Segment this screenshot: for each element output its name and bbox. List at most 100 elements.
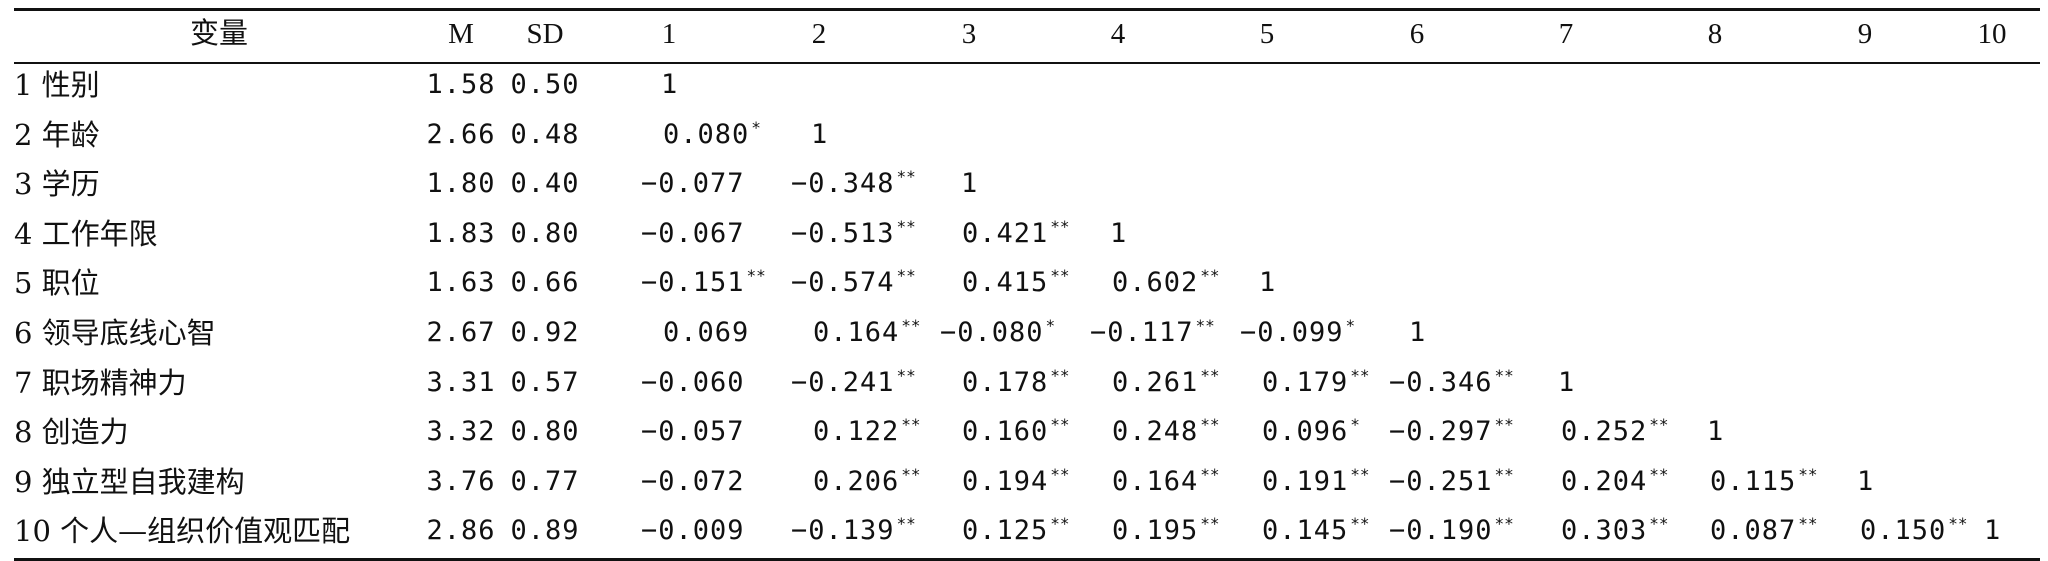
significance-marker: * — [1350, 415, 1360, 435]
row-sd: 0.66 — [510, 267, 580, 299]
header-col-1: 1 — [661, 18, 677, 50]
header-col-3: 3 — [961, 18, 977, 50]
correlation-cell: 1 — [1984, 514, 2001, 548]
correlation-value: 0.164 — [813, 317, 900, 348]
correlation-cell: 0.252 ** — [1561, 415, 1669, 449]
header-col-2: 2 — [811, 18, 827, 50]
correlation-value: −0.077 — [641, 168, 745, 200]
row-label: 7 职场精神力 — [14, 365, 187, 400]
header-col-7: 7 — [1558, 18, 1574, 50]
row-sd: 0.57 — [510, 366, 580, 398]
correlation-value: −0.151 — [641, 267, 745, 299]
row-label: 8 创造力 — [14, 415, 129, 450]
header-sd: SD — [526, 18, 564, 50]
row-mean: 2.66 — [426, 118, 496, 150]
correlation-cell: 0.164 ** — [1112, 465, 1220, 499]
row-sd: 0.77 — [510, 465, 580, 497]
row-mean: 1.83 — [426, 217, 496, 249]
correlation-cell: 0.122 ** — [813, 415, 921, 449]
correlation-value: 1 — [1110, 217, 1128, 249]
row-label: 3 学历 — [14, 167, 100, 202]
correlation-cell: 0.080 * — [663, 118, 761, 152]
significance-marker: ** — [1200, 266, 1220, 286]
correlation-cell: −0.067 — [641, 217, 745, 251]
correlation-cell: −0.251 ** — [1389, 465, 1514, 499]
correlation-value: −0.080 — [940, 317, 1044, 348]
correlation-cell: −0.057 — [641, 415, 745, 449]
correlation-value: 0.080 — [663, 118, 750, 150]
significance-marker: ** — [1050, 514, 1070, 534]
significance-marker: ** — [1494, 464, 1514, 484]
correlation-value: 0.191 — [1262, 465, 1349, 497]
correlation-cell: −0.297 ** — [1389, 415, 1514, 449]
row-label: 6 领导底线心智 — [14, 316, 216, 350]
correlation-cell: 0.179 ** — [1262, 366, 1370, 400]
correlation-cell: 0.415 ** — [962, 266, 1070, 300]
correlation-value: 0.160 — [962, 416, 1049, 448]
correlation-cell: 0.087 ** — [1710, 514, 1818, 548]
correlation-value: 0.421 — [962, 217, 1049, 249]
row-label: 4 工作年限 — [14, 216, 158, 251]
correlation-value: 1 — [661, 69, 679, 100]
correlation-cell: 1 — [1857, 465, 1874, 499]
row-label: 5 职位 — [14, 266, 100, 301]
correlation-value: 1 — [1857, 465, 1875, 497]
correlation-value: 1 — [1707, 416, 1725, 448]
correlation-cell: −0.072 — [641, 465, 745, 499]
correlation-cell: 1 — [961, 167, 978, 201]
correlation-cell: 0.194 ** — [962, 465, 1070, 499]
correlation-cell: 0.195 ** — [1112, 514, 1220, 548]
correlation-cell: 0.421 ** — [962, 217, 1070, 251]
significance-marker: ** — [1649, 464, 1669, 484]
correlation-value: 0.150 — [1860, 515, 1947, 547]
significance-marker: ** — [1200, 514, 1220, 534]
correlation-cell: −0.513 ** — [791, 217, 916, 251]
correlation-value: 0.195 — [1112, 515, 1199, 547]
row-sd: 0.50 — [510, 69, 580, 100]
significance-marker: ** — [1200, 365, 1220, 385]
header-col-10: 10 — [1977, 18, 2007, 50]
significance-marker: ** — [1494, 415, 1514, 435]
significance-marker: ** — [1050, 365, 1070, 385]
header-variable: 变量 — [189, 18, 249, 50]
correlation-value: 1 — [811, 118, 829, 150]
correlation-cell: 0.178 ** — [962, 366, 1070, 400]
row-sd: 0.48 — [510, 118, 580, 150]
correlation-value: 0.179 — [1262, 366, 1349, 398]
significance-marker: * — [1045, 316, 1056, 335]
correlation-value: −0.072 — [641, 465, 745, 497]
correlation-value: −0.346 — [1389, 366, 1493, 398]
correlation-cell: 1 — [1259, 266, 1276, 300]
correlation-value: 1 — [961, 168, 979, 200]
significance-marker: ** — [1050, 464, 1070, 484]
correlation-value: −0.513 — [791, 217, 895, 249]
correlation-value: 0.096 — [1262, 416, 1349, 448]
significance-marker: ** — [1200, 415, 1220, 435]
significance-marker: ** — [896, 167, 916, 187]
header-col-5: 5 — [1259, 18, 1275, 50]
correlation-cell: 1 — [1707, 415, 1724, 449]
correlation-cell: 0.160 ** — [962, 415, 1070, 449]
row-label: 10 个人—组织价值观匹配 — [14, 514, 351, 549]
correlation-value: 0.145 — [1262, 515, 1349, 547]
row-sd: 0.92 — [510, 317, 580, 348]
correlation-value: −0.060 — [641, 366, 745, 398]
significance-marker: ** — [1649, 415, 1669, 435]
row-sd: 0.89 — [510, 515, 580, 547]
row-mean: 2.67 — [426, 317, 496, 348]
correlation-value: −0.241 — [791, 366, 895, 398]
correlation-value: 1 — [1409, 317, 1427, 348]
header-col-8: 8 — [1707, 18, 1723, 50]
correlation-cell: 1 — [1558, 366, 1575, 400]
correlation-value: −0.117 — [1090, 317, 1194, 348]
correlation-cell: 1 — [811, 118, 828, 152]
correlation-value: −0.574 — [791, 267, 895, 299]
correlation-cell: 0.261 ** — [1112, 366, 1220, 400]
significance-marker: ** — [896, 266, 916, 286]
correlation-cell: 0.096 * — [1262, 415, 1360, 449]
significance-marker: ** — [1050, 266, 1070, 286]
significance-marker: ** — [896, 216, 916, 236]
correlation-value: 0.252 — [1561, 416, 1648, 448]
correlation-cell: 0.150 ** — [1860, 514, 1968, 548]
row-mean: 2.86 — [426, 515, 496, 547]
